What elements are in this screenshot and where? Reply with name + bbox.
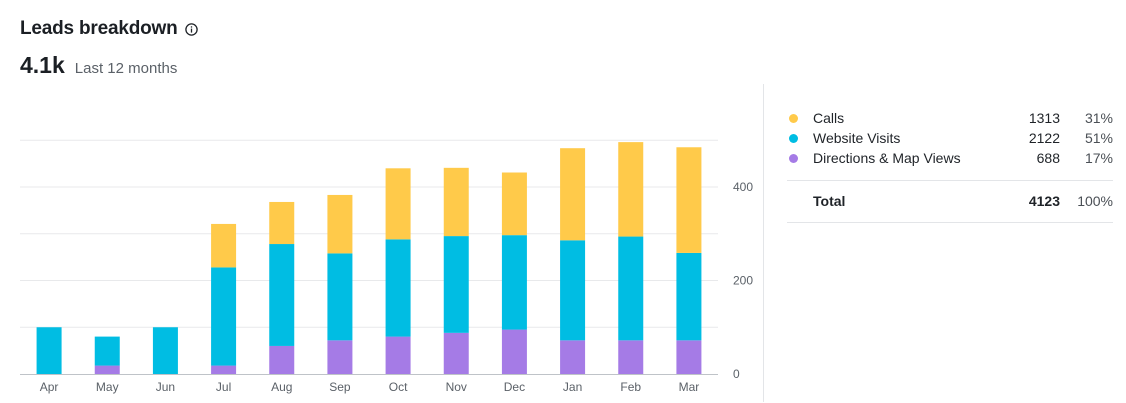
x-tick-label: Dec bbox=[504, 380, 525, 394]
x-tick-label: May bbox=[96, 380, 119, 394]
bar-segment-calls[interactable] bbox=[385, 168, 411, 240]
info-icon[interactable] bbox=[184, 22, 198, 36]
bar-segment-website-visits[interactable] bbox=[327, 253, 353, 341]
legend-value: 1313 bbox=[1028, 110, 1060, 126]
bar-segment-website-visits[interactable] bbox=[211, 267, 237, 366]
bar-segment-calls[interactable] bbox=[269, 201, 295, 245]
y-tick-label: 400 bbox=[733, 180, 753, 194]
legend-label: Directions & Map Views bbox=[813, 150, 961, 166]
y-tick-label: 200 bbox=[733, 274, 753, 288]
legend-label: Website Visits bbox=[813, 130, 901, 146]
bar-segment-website-visits[interactable] bbox=[385, 239, 411, 337]
bar-segment-website-visits[interactable] bbox=[269, 244, 295, 346]
legend-value: 688 bbox=[1036, 150, 1060, 166]
bar-segment-directions-map-views[interactable] bbox=[385, 336, 411, 374]
legend-bottom-separator bbox=[787, 222, 1113, 223]
x-tick-label: Apr bbox=[40, 380, 59, 394]
y-tick-label: 0 bbox=[733, 367, 740, 381]
x-tick-label: Jul bbox=[216, 380, 231, 394]
x-tick-label: Feb bbox=[620, 380, 641, 394]
bar-segment-website-visits[interactable] bbox=[94, 336, 120, 366]
bar-segment-directions-map-views[interactable] bbox=[443, 332, 469, 374]
legend-label: Calls bbox=[813, 110, 845, 126]
x-tick-label: Oct bbox=[389, 380, 408, 394]
legend-value: 2122 bbox=[1028, 130, 1060, 146]
bar-segment-calls[interactable] bbox=[501, 172, 527, 236]
title-row: Leads breakdown bbox=[20, 18, 198, 40]
bar-segment-website-visits[interactable] bbox=[36, 327, 62, 374]
bar-segment-calls[interactable] bbox=[618, 142, 644, 237]
legend-separator bbox=[787, 180, 1113, 181]
legend-dot-directions bbox=[789, 153, 798, 163]
panel-divider bbox=[763, 84, 764, 402]
bar-segment-website-visits[interactable] bbox=[618, 236, 644, 341]
bar-segment-calls[interactable] bbox=[676, 147, 702, 253]
x-tick-label: Jun bbox=[156, 380, 175, 394]
legend-item-directions[interactable]: Directions & Map Views 688 17% bbox=[787, 148, 1113, 168]
leads-total: 4.1k bbox=[20, 52, 65, 78]
legend: Calls 1313 31% Website Visits 2122 51% D… bbox=[787, 108, 1113, 223]
legend-dot-calls bbox=[789, 113, 798, 123]
legend-percent: 51% bbox=[1084, 130, 1113, 146]
bar-segment-directions-map-views[interactable] bbox=[501, 329, 527, 374]
bar-segment-calls[interactable] bbox=[211, 223, 237, 268]
x-tick-label: Mar bbox=[679, 380, 700, 394]
bar-segment-directions-map-views[interactable] bbox=[618, 340, 644, 374]
legend-percent: 17% bbox=[1084, 150, 1113, 166]
bar-segment-directions-map-views[interactable] bbox=[269, 345, 295, 374]
bar-segment-website-visits[interactable] bbox=[152, 327, 178, 374]
bar-segment-directions-map-views[interactable] bbox=[327, 340, 353, 374]
x-tick-label: Nov bbox=[446, 380, 467, 394]
x-tick-label: Aug bbox=[271, 380, 292, 394]
bar-segment-calls[interactable] bbox=[327, 194, 353, 254]
legend-total-row: Total 4123 100% bbox=[787, 191, 1113, 211]
leads-bar-chart: 0 200 400 Apr May Jun Jul Aug Sep Oct Nov Dec Jan Feb… bbox=[20, 139, 753, 394]
legend-item-website-visits[interactable]: Website Visits 2122 51% bbox=[787, 128, 1113, 148]
bar-segment-calls[interactable] bbox=[443, 167, 469, 237]
period-label: Last 12 months bbox=[74, 60, 178, 77]
total-percent: 100% bbox=[1077, 193, 1113, 209]
bar-segment-website-visits[interactable] bbox=[501, 235, 527, 330]
legend-dot-website-visits bbox=[789, 133, 798, 143]
bar-segment-directions-map-views[interactable] bbox=[560, 340, 586, 374]
legend-item-calls[interactable]: Calls 1313 31% bbox=[787, 108, 1113, 128]
bar-segment-directions-map-views[interactable] bbox=[676, 340, 702, 374]
x-tick-label: Jan bbox=[563, 380, 582, 394]
bar-segment-calls[interactable] bbox=[560, 148, 586, 241]
bar-segment-website-visits[interactable] bbox=[560, 240, 586, 341]
total-label: Total bbox=[813, 193, 846, 209]
bar-segment-directions-map-views[interactable] bbox=[94, 365, 120, 374]
bar-segment-website-visits[interactable] bbox=[676, 252, 702, 341]
bar-segment-website-visits[interactable] bbox=[443, 236, 469, 333]
chart-title: Leads breakdown bbox=[20, 18, 178, 39]
summary-row: 4.1k Last 12 months bbox=[20, 52, 177, 79]
legend-percent: 31% bbox=[1084, 110, 1113, 126]
bar-segment-directions-map-views[interactable] bbox=[211, 365, 237, 374]
x-tick-label: Sep bbox=[329, 380, 351, 394]
total-value: 4123 bbox=[1028, 193, 1060, 209]
